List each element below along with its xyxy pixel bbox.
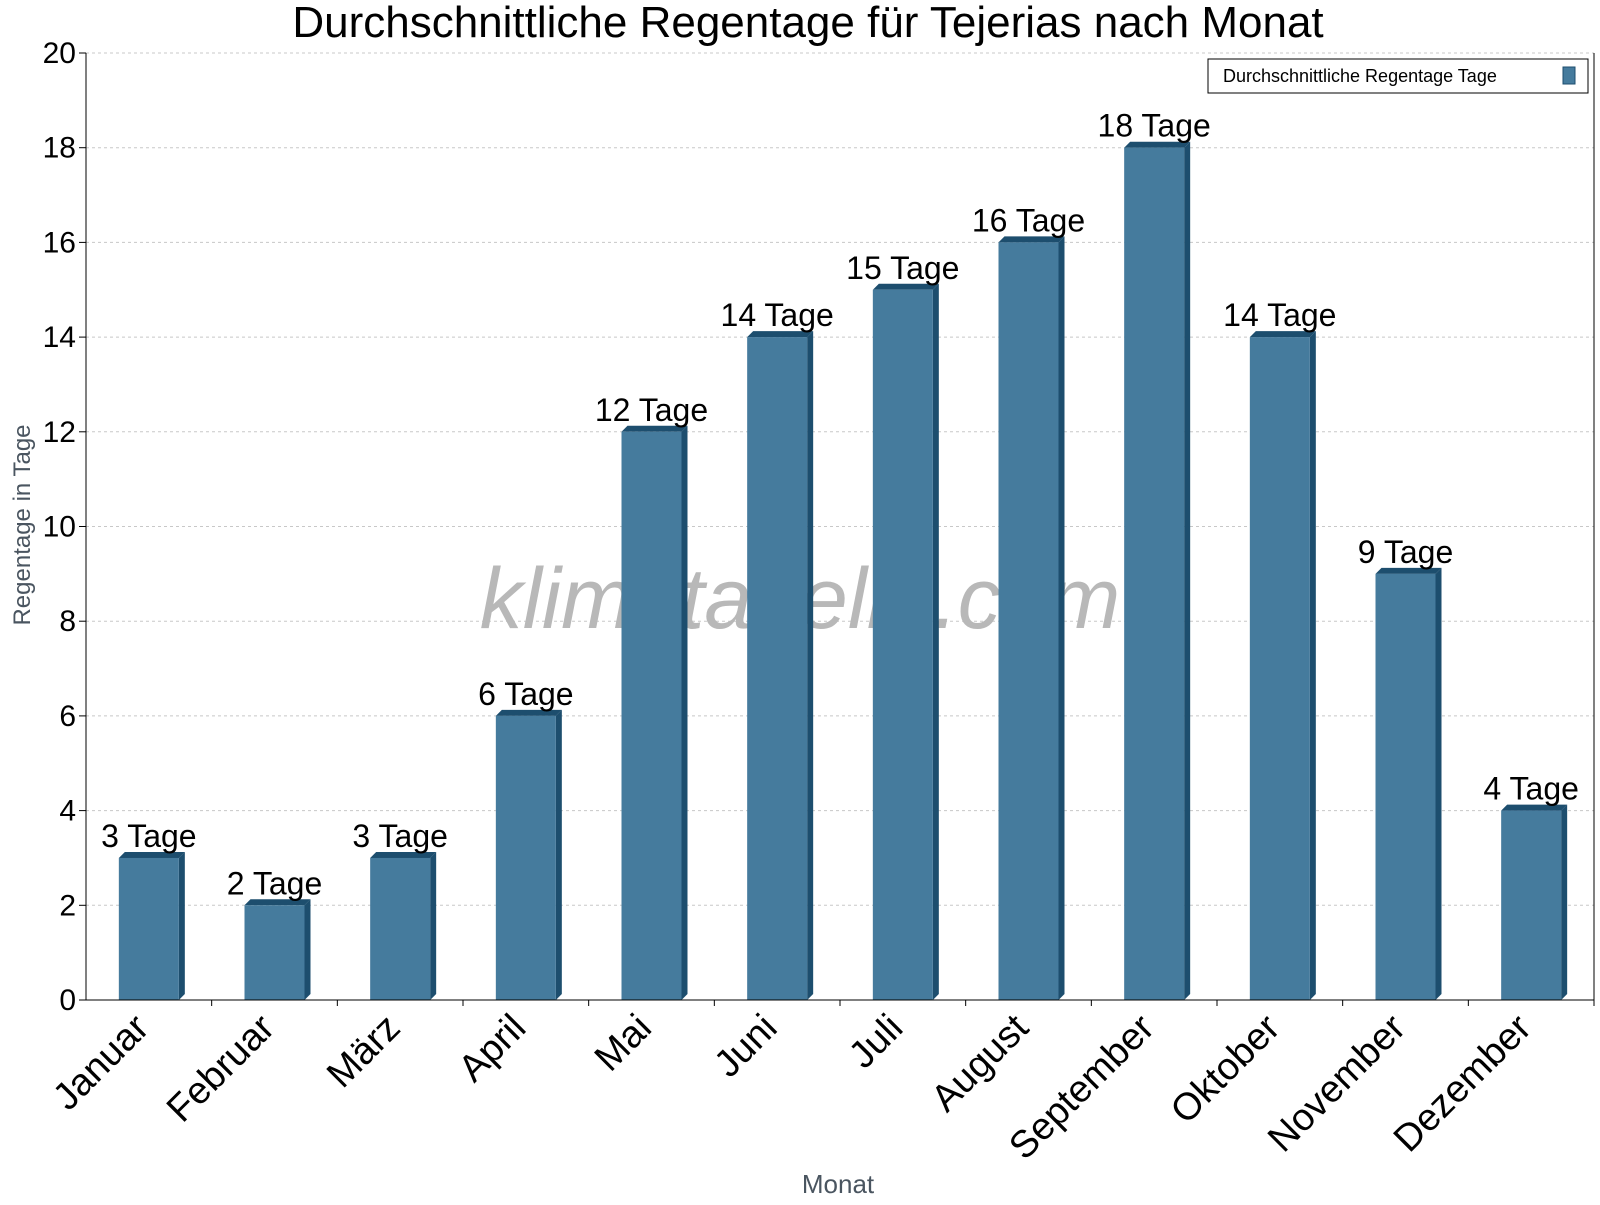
bar-side (178, 851, 185, 1000)
gridlines (86, 52, 1594, 906)
x-tick-label: Juni (707, 1007, 786, 1086)
bar-side (430, 851, 437, 1000)
bar-top (495, 709, 562, 716)
legend-swatch (1562, 66, 1576, 85)
bar (1501, 810, 1562, 1000)
bar (998, 242, 1059, 1000)
x-tick-label: Dezember (1386, 1006, 1540, 1160)
data-label: 3 Tage (352, 818, 448, 854)
data-label: 18 Tage (1098, 108, 1211, 144)
bar-side (1184, 141, 1191, 1000)
data-label: 9 Tage (1358, 534, 1454, 570)
data-label: 6 Tage (478, 676, 574, 712)
x-tick-labels: Januar Februar März April Mai Juni Juli AugustS… (45, 1006, 1539, 1167)
bar-top (244, 899, 311, 906)
y-tick-label: 6 (59, 700, 76, 733)
data-label: 14 Tage (721, 297, 834, 333)
y-tick-label: 4 (59, 795, 76, 828)
bar-group (872, 283, 939, 1000)
y-tick-label: 16 (43, 226, 76, 259)
bar-group (118, 851, 185, 1000)
legend-label: Durchschnittliche Regentage Tage (1223, 66, 1497, 86)
x-tick-label: Mai (587, 1007, 660, 1080)
x-tick-label: März (319, 1007, 408, 1096)
bar-top (747, 331, 814, 338)
bar (747, 337, 808, 1001)
data-label: 3 Tage (101, 818, 197, 854)
bar-side (1561, 804, 1568, 1000)
data-label: 14 Tage (1223, 297, 1336, 333)
x-tick-label: Juli (841, 1007, 911, 1077)
data-label: 4 Tage (1483, 771, 1579, 807)
bar-side (681, 425, 688, 1000)
bar-side (807, 331, 814, 1001)
x-tick-label: Oktober (1163, 1006, 1289, 1132)
bar-side (1058, 236, 1065, 1000)
y-tick-label: 12 (43, 416, 76, 449)
y-tick-label: 0 (59, 984, 76, 1017)
bar-group (370, 851, 437, 1000)
y-tick-label: 2 (59, 889, 76, 922)
bar-top (370, 851, 437, 858)
y-tick-label: 18 (43, 132, 76, 165)
y-tick-label: 14 (43, 321, 76, 354)
bar (495, 715, 556, 1000)
bar-group (1375, 567, 1442, 1000)
bar-top (621, 425, 688, 432)
bar (1375, 573, 1436, 1000)
bar-top (1501, 804, 1568, 811)
bar-side (555, 709, 562, 1000)
legend: Durchschnittliche Regentage Tage (1207, 58, 1589, 94)
bar-group (495, 709, 562, 1000)
y-tick-label: 20 (43, 37, 76, 70)
data-label: 15 Tage (846, 250, 959, 286)
data-labels: 3 Tage 2 Tage 3 Tage 6 Tage 12 Tage 14 Tage 15… (101, 108, 1579, 902)
bar (118, 857, 179, 1000)
bar-group (1124, 141, 1191, 1000)
bar-top (872, 283, 939, 290)
x-tick-label: Februar (159, 1006, 283, 1130)
bar (244, 905, 305, 1000)
bar-side (1309, 331, 1316, 1001)
y-tick-label: 8 (59, 605, 76, 638)
bar (621, 431, 682, 1000)
y-tick-labels: 0 2 4 6 8 10 12 14 16 18 20 (43, 37, 76, 1017)
data-label: 2 Tage (227, 865, 323, 901)
y-tick-label: 10 (43, 511, 76, 544)
y-axis-label: Regentage in Tage (9, 424, 36, 625)
bar-group (998, 236, 1065, 1000)
bar-top (998, 236, 1065, 243)
legend-box (1207, 58, 1589, 94)
x-tick-label: Januar (45, 1006, 157, 1118)
bar-top (118, 851, 185, 858)
bar-side (1435, 567, 1442, 1000)
x-tick-label: August (924, 1006, 1038, 1120)
bar-side (932, 283, 939, 1000)
chart-title: Durchschnittliche Regentage für Tejerias… (292, 0, 1323, 47)
x-axis-label: Monat (802, 1169, 875, 1199)
axes (79, 52, 1595, 1006)
data-label: 16 Tage (972, 202, 1085, 238)
bar-side (304, 899, 311, 1000)
bar-group (244, 899, 311, 1000)
bar-group (747, 331, 814, 1001)
x-tick-label: November (1260, 1006, 1414, 1160)
bar (370, 857, 431, 1000)
bars (118, 141, 1568, 1001)
data-label: 12 Tage (595, 392, 708, 428)
x-tick-label: April (451, 1007, 534, 1090)
bar-group (1501, 804, 1568, 1000)
bar (1249, 337, 1310, 1001)
bar-group (621, 425, 688, 1000)
bar (872, 289, 933, 1000)
bar (1124, 147, 1185, 1000)
bar-top (1375, 567, 1442, 574)
bar-group (1249, 331, 1316, 1001)
bar-top (1124, 141, 1191, 148)
bar-top (1249, 331, 1316, 338)
